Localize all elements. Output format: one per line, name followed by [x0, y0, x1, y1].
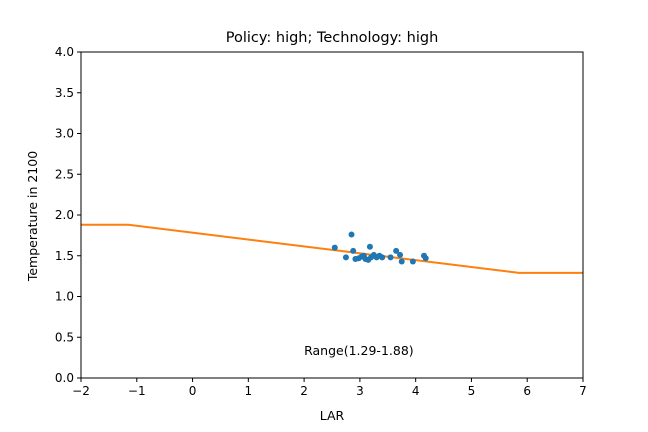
x-tick-label: 7 [579, 384, 587, 398]
y-tick-label: 1.5 [55, 249, 74, 263]
y-tick-label: 0.5 [55, 330, 74, 344]
x-tick-label: 3 [356, 384, 364, 398]
data-point [397, 251, 404, 258]
y-tick-label: 3.5 [55, 86, 74, 100]
data-point [387, 254, 394, 261]
data-point [379, 254, 386, 261]
data-point [398, 258, 405, 265]
range-annotation: Range(1.29-1.88) [304, 343, 414, 358]
data-point [393, 247, 400, 254]
x-tick-label: 4 [412, 384, 420, 398]
y-tick-label: 4.0 [55, 45, 74, 59]
y-tick-label: 1.0 [55, 290, 74, 304]
data-point [348, 231, 355, 238]
plot-area: −2 −1 0 1 2 3 4 5 6 7 0.0 0.5 1.0 1.5 2.0 2.5 3.0 3.5 4.0 [55, 45, 587, 398]
y-tick-label: 2.5 [55, 167, 74, 181]
x-tick-label: 5 [468, 384, 476, 398]
x-tick-label: −1 [128, 384, 146, 398]
y-tick-label: 0.0 [55, 371, 74, 385]
data-point [409, 258, 416, 265]
x-tick-label: 2 [300, 384, 308, 398]
x-tick-label: 6 [523, 384, 531, 398]
y-axis-label: Temperature in 2100 [25, 151, 40, 282]
plot-frame [80, 51, 584, 379]
data-point [342, 254, 349, 261]
x-tick-label: 0 [189, 384, 197, 398]
y-tick-label: 2.0 [55, 208, 74, 222]
x-tick-label: 1 [245, 384, 253, 398]
fit-line [81, 223, 583, 274]
x-tick-label: −2 [72, 384, 90, 398]
data-point [422, 255, 429, 262]
x-axis-label: LAR [320, 408, 345, 423]
y-tick-label: 3.0 [55, 127, 74, 141]
data-point [366, 243, 373, 250]
data-point [331, 244, 338, 251]
data-point [350, 247, 357, 254]
chart-title: Policy: high; Technology: high [226, 30, 439, 46]
